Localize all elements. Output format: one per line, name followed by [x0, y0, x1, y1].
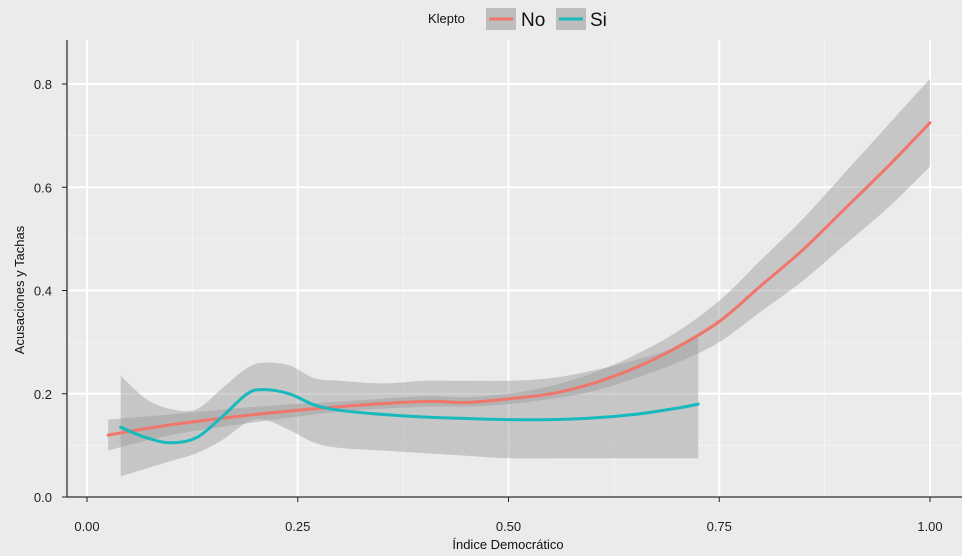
confidence-bands [108, 78, 931, 477]
series-lines [106, 121, 932, 445]
confidence-band-si [120, 337, 699, 477]
y-tick-label: 0.2 [34, 387, 52, 402]
series-line-si [119, 388, 700, 445]
x-tick-label: 0.25 [285, 519, 310, 534]
x-tick-label: 0.00 [74, 519, 99, 534]
y-tick-label: 0.4 [34, 284, 52, 299]
confidence-band-no [108, 78, 931, 451]
y-tick-label: 0.6 [34, 180, 52, 195]
legend-title: Klepto [428, 11, 465, 26]
x-tick-label: 0.50 [496, 519, 521, 534]
grid [66, 40, 962, 498]
y-axis-title: Acusaciones y Tachas [12, 225, 27, 354]
x-axis-title: Índice Democrático [452, 537, 563, 552]
y-tick-label: 0.0 [34, 490, 52, 505]
legend-label-no: No [521, 10, 545, 31]
legend-label-si: Si [590, 10, 607, 31]
series-line-no [106, 121, 932, 437]
legend: Klepto No Si [428, 8, 607, 31]
y-axis: 0.0 0.2 0.4 0.6 0.8 [34, 77, 67, 505]
x-tick-label: 0.75 [707, 519, 732, 534]
x-axis: 0.00 0.25 0.50 0.75 1.00 [74, 497, 943, 534]
y-tick-label: 0.8 [34, 77, 52, 92]
x-tick-label: 1.00 [917, 519, 942, 534]
